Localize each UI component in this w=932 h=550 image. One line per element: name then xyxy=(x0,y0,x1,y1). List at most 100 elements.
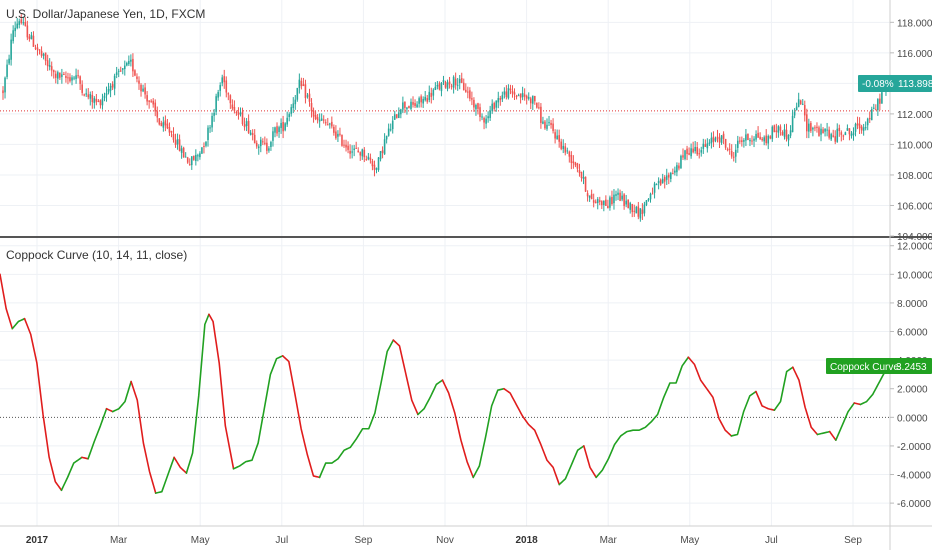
candle-body xyxy=(69,77,71,82)
candle-body xyxy=(373,164,376,170)
candle-body xyxy=(481,116,483,118)
candle-body xyxy=(718,137,721,143)
price-axis-labels[interactable]: 104.000106.000108.000110.000112.000114.0… xyxy=(890,18,932,243)
candle-body xyxy=(487,116,489,119)
coppock-axis-labels[interactable]: -6.0000-4.0000-2.00000.00002.00004.00006… xyxy=(890,242,932,510)
time-tick-label: Nov xyxy=(436,535,454,546)
candle-body xyxy=(647,198,650,201)
candle-body xyxy=(83,94,85,96)
time-axis-labels[interactable]: 2017 Mar May Jul Sep Nov 2018 Mar May Jul Sep xyxy=(26,535,862,546)
candle-body xyxy=(278,127,280,132)
coppock-tick-label: -4.0000 xyxy=(897,471,931,482)
candle-body xyxy=(739,140,741,142)
candle-body xyxy=(749,139,751,142)
candle-body xyxy=(375,168,378,170)
coppock-curve-segment xyxy=(11,317,26,330)
candle-body xyxy=(361,149,364,157)
time-tick-label: Mar xyxy=(110,535,128,546)
coppock-tick-label: 2.0000 xyxy=(897,385,928,396)
candle-body xyxy=(842,135,845,137)
candle-body xyxy=(609,197,611,208)
candle-body xyxy=(856,123,859,126)
candle-body xyxy=(485,118,487,124)
candle-body xyxy=(63,74,65,76)
candle-body xyxy=(635,206,638,214)
candle-body xyxy=(247,120,250,133)
candle-body xyxy=(357,150,360,153)
price-tick-label: 110.000 xyxy=(897,140,932,151)
candle-body xyxy=(128,60,130,65)
candle-body xyxy=(46,60,49,67)
candle-body xyxy=(274,127,276,133)
coppock-curve-line xyxy=(0,273,886,494)
candle-body xyxy=(432,89,435,96)
price-last-value: 113.898 xyxy=(898,79,932,90)
candle-body xyxy=(105,92,108,96)
candle-body xyxy=(611,196,613,205)
candle-body xyxy=(406,107,408,110)
price-tick-label: 108.000 xyxy=(897,171,932,182)
candle-body xyxy=(598,200,601,202)
candle-body xyxy=(509,88,512,91)
candle-body xyxy=(696,147,698,155)
candle-body xyxy=(144,87,146,95)
candle-body xyxy=(416,104,418,108)
candle-body xyxy=(365,158,368,160)
candle-body xyxy=(816,126,818,129)
coppock-curve-segment xyxy=(859,370,886,406)
candle-body xyxy=(836,128,839,142)
candle-body xyxy=(148,100,150,102)
candle-body xyxy=(566,150,569,152)
candle-body xyxy=(655,184,658,186)
coppock-curve-segment xyxy=(755,390,776,411)
candle-body xyxy=(410,101,412,109)
candle-body xyxy=(158,118,161,125)
candle-body xyxy=(489,110,491,118)
candle-body xyxy=(812,127,814,130)
candle-body xyxy=(710,137,713,144)
candle-body xyxy=(65,75,67,78)
candle-body xyxy=(596,199,599,203)
candle-body xyxy=(199,153,201,158)
candle-body xyxy=(324,122,327,124)
candle-body xyxy=(203,145,205,147)
candle-body xyxy=(448,81,451,85)
candle-body xyxy=(123,65,126,70)
candle-body xyxy=(791,115,794,133)
candle-body xyxy=(207,127,209,141)
coppock-curve-segment xyxy=(318,339,395,479)
candle-body xyxy=(684,150,686,160)
candle-body xyxy=(245,121,248,127)
candle-body xyxy=(475,105,477,110)
candle-body xyxy=(79,76,81,84)
candle-body xyxy=(320,118,323,121)
candle-body xyxy=(434,86,437,90)
candle-body xyxy=(649,193,652,200)
candle-body xyxy=(52,70,55,73)
candle-body xyxy=(860,126,863,131)
candle-body xyxy=(645,200,648,205)
candle-body xyxy=(152,100,155,105)
candle-body xyxy=(178,139,181,152)
candle-body xyxy=(570,155,573,163)
candle-body xyxy=(540,106,542,123)
candle-body xyxy=(773,125,776,133)
candle-body xyxy=(639,208,642,219)
candle-body xyxy=(176,138,179,145)
candle-body xyxy=(150,100,152,102)
candle-body xyxy=(799,100,802,104)
candle-body xyxy=(201,147,203,154)
coppock-curve-segment xyxy=(828,430,837,442)
candle-body xyxy=(495,100,498,108)
coppock-tick-label: -2.0000 xyxy=(897,442,931,453)
candle-body xyxy=(574,162,577,166)
candle-body xyxy=(542,121,544,124)
candle-body xyxy=(308,93,311,102)
candle-body xyxy=(458,79,461,84)
coppock-curve-segment xyxy=(81,456,89,460)
candle-body xyxy=(40,50,43,56)
candle-body xyxy=(182,147,185,158)
candle-body xyxy=(383,139,386,155)
candle-body xyxy=(826,129,828,131)
